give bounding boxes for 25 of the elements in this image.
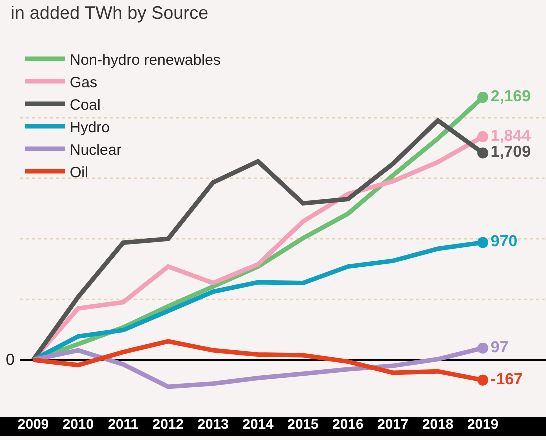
legend-label: Gas (70, 74, 98, 92)
data-label: -167 (490, 371, 524, 388)
legend-label: Coal (70, 96, 101, 114)
data-label: 970 (490, 234, 518, 251)
x-tick-label: 2013 (198, 416, 230, 432)
legend-label: Nuclear (70, 142, 122, 159)
legend-label: Non-hydro renewables (70, 52, 221, 69)
x-tick-label: 2014 (242, 416, 274, 432)
data-label: 97 (490, 339, 509, 356)
data-label: 1,844 (490, 128, 532, 145)
x-tick-label: 2017 (378, 416, 409, 432)
text: 0 (6, 352, 15, 369)
x-tick-label: 2010 (62, 416, 94, 432)
legend-label: Hydro (70, 119, 110, 136)
data-label: 2,169 (490, 88, 532, 106)
chart-title: in added TWh by Source (10, 3, 209, 24)
x-tick-label: 2011 (108, 416, 139, 432)
x-tick-label: 2016 (332, 416, 364, 432)
x-tick-label: 2009 (18, 416, 50, 432)
x-tick-label: 2012 (152, 416, 184, 432)
x-tick-label: 2015 (288, 416, 320, 432)
data-label: 1,709 (490, 144, 532, 162)
legend-label: Oil (70, 164, 88, 182)
x-tick-label: 2019 (467, 416, 499, 432)
x-tick-label: 2018 (422, 416, 454, 432)
